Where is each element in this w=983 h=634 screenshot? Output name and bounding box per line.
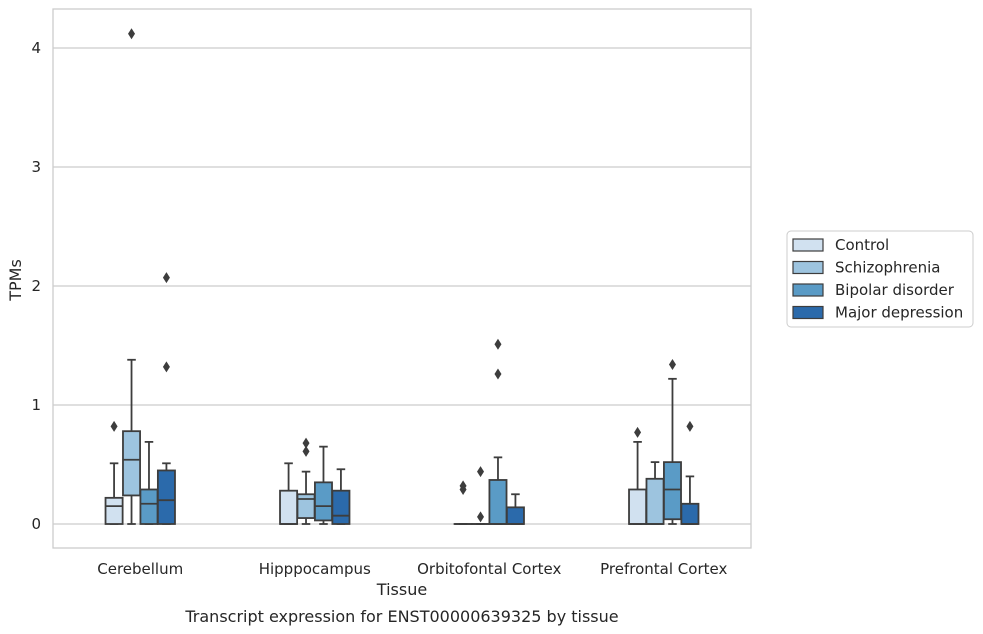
x-axis-ticks: Cerebellum Hipppocampus Orbitofontal Corte…	[97, 560, 727, 578]
box	[645, 477, 665, 525]
box-plot	[331, 468, 351, 525]
outlier-point	[494, 338, 502, 350]
legend-item: Major depression	[792, 304, 963, 322]
x-axis-label: Tissue	[376, 580, 427, 599]
box-plot	[680, 420, 700, 525]
box-plot	[314, 445, 333, 525]
grid	[53, 47, 751, 525]
outlier-point	[162, 272, 170, 284]
outlier-point	[459, 480, 467, 492]
chart-caption: Transcript expression for ENST0000063932…	[184, 607, 618, 626]
box	[156, 469, 176, 525]
y-axis-label: TPMs	[6, 259, 25, 302]
y-tick-label: 0	[31, 515, 41, 533]
legend-label: Control	[835, 236, 889, 254]
plot-frame	[52, 8, 752, 549]
outlier-point	[477, 466, 485, 478]
box	[663, 461, 682, 521]
box	[628, 488, 648, 525]
outlier-point	[668, 359, 676, 371]
box-plot	[663, 359, 682, 525]
box	[122, 430, 141, 497]
outlier-point	[110, 420, 118, 432]
box	[296, 493, 316, 519]
box	[104, 496, 124, 525]
box-plot	[279, 462, 299, 525]
box-plot	[505, 493, 525, 525]
legend-item: Bipolar disorder	[792, 281, 955, 299]
legend-item: Schizophrenia	[792, 259, 940, 277]
legend-swatch	[792, 260, 824, 275]
outlier-point	[686, 420, 694, 432]
box-plot	[488, 338, 508, 525]
box-plot	[296, 437, 316, 525]
box-plot	[453, 480, 473, 525]
outlier-point	[162, 361, 170, 373]
y-tick-label: 4	[31, 39, 41, 57]
box	[139, 488, 159, 525]
box	[505, 506, 525, 525]
box-plot	[139, 440, 159, 525]
outlier-point	[128, 28, 136, 40]
box-plot	[122, 28, 141, 525]
legend-swatch	[792, 283, 824, 297]
x-tick-label: Hipppocampus	[259, 560, 371, 578]
box	[331, 489, 351, 525]
outlier-point	[494, 368, 502, 380]
x-tick-label: Cerebellum	[97, 560, 183, 578]
legend-label: Schizophrenia	[835, 259, 940, 277]
legend-label: Major depression	[835, 304, 963, 322]
box	[488, 479, 508, 525]
box-plot	[645, 461, 665, 525]
box-plot	[471, 466, 490, 525]
legend-swatch	[792, 238, 824, 252]
box	[314, 481, 333, 522]
box	[680, 502, 700, 525]
y-tick-label: 2	[31, 277, 41, 295]
box-plot	[628, 426, 648, 525]
y-tick-label: 3	[31, 158, 41, 176]
x-tick-label: Orbitofontal Cortex	[417, 560, 561, 578]
legend-label: Bipolar disorder	[835, 281, 955, 299]
box-plot	[156, 272, 176, 525]
legend-swatch	[792, 305, 824, 320]
legend: Control Schizophrenia Bipolar disorder Majo…	[786, 230, 974, 328]
outlier-point	[477, 511, 485, 523]
legend-item: Control	[792, 236, 889, 254]
outlier-point	[634, 426, 642, 438]
outlier-point	[302, 445, 310, 457]
y-tick-label: 1	[31, 396, 41, 414]
y-axis-ticks: 0 1 2 3 4	[31, 39, 41, 533]
box-plots	[104, 28, 700, 525]
box	[279, 489, 299, 525]
legend-frame	[786, 230, 974, 328]
outlier-point	[302, 437, 310, 449]
box-plot	[104, 420, 124, 525]
x-tick-label: Prefrontal Cortex	[600, 560, 727, 578]
